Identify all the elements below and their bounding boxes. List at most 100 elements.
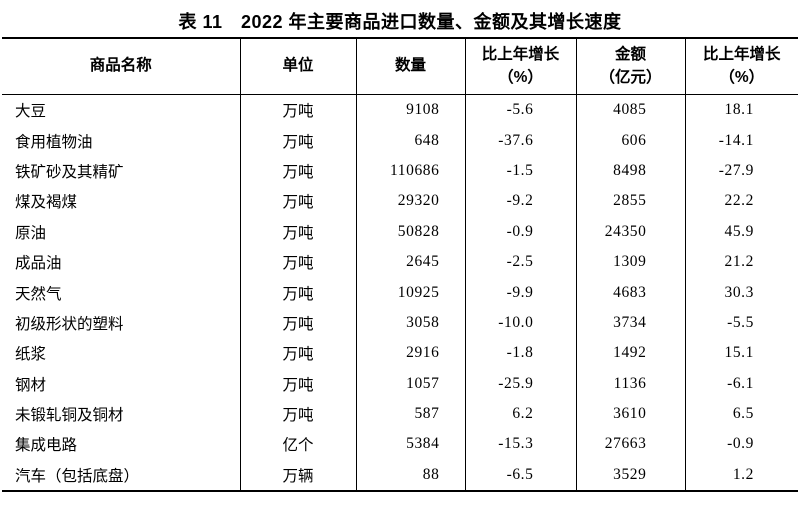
cell-quantity: 2916	[355, 338, 465, 369]
cell-commodity: 原油	[15, 224, 47, 242]
cell-commodity: 大豆	[15, 103, 47, 121]
header-label: 单位	[282, 57, 314, 75]
cell-quantity-growth: -0.9	[464, 216, 576, 247]
cell-value: 4683	[575, 277, 685, 308]
cell-quantity-growth: -5.6	[464, 94, 576, 126]
cell-value: 2855	[575, 186, 685, 217]
cell-value-growth: -0.9	[684, 429, 798, 460]
document-page: 表 11 2022 年主要商品进口数量、金额及其增长速度 商品名称 单位 数量 …	[2, 12, 798, 493]
cell-quantity-growth: -37.6	[464, 125, 576, 156]
table-row: 铁矿砂及其精矿 万吨 110686 -1.5 8498 -27.9	[2, 155, 798, 187]
cell-value-growth: 1.2	[684, 459, 798, 492]
column-header-value: 金额 （亿元）	[575, 38, 685, 95]
cell-value-growth: 21.2	[684, 246, 798, 278]
column-header-quantity-growth: 比上年增长 （%）	[464, 38, 576, 95]
cell-quantity: 29320	[355, 186, 465, 217]
cell-unit: 万吨	[239, 277, 356, 308]
cell-quantity-growth: -2.5	[464, 246, 576, 278]
table-row: 纸浆 万吨 2916 -1.8 1492 15.1	[2, 338, 798, 369]
cell-quantity: 1057	[355, 368, 465, 399]
cell-value: 1492	[575, 338, 685, 369]
cell-value: 24350	[575, 216, 685, 247]
header-label-line1: 金额	[614, 46, 646, 64]
cell-commodity: 煤及褐煤	[15, 194, 78, 212]
cell-quantity: 110686	[355, 155, 465, 187]
table-row: 初级形状的塑料 万吨 3058 -10.0 3734 -5.5	[2, 307, 798, 339]
cell-value: 8498	[575, 155, 685, 187]
cell-quantity: 2645	[355, 246, 465, 278]
cell-value-growth: -6.1	[684, 368, 798, 399]
cell-commodity: 成品油	[15, 255, 62, 273]
cell-quantity: 587	[355, 398, 465, 430]
cell-unit: 万吨	[239, 125, 356, 156]
cell-commodity: 汽车（包括底盘）	[15, 467, 140, 485]
table-row: 食用植物油 万吨 648 -37.6 606 -14.1	[2, 125, 798, 156]
header-label-line1: 比上年增长	[481, 46, 560, 64]
cell-quantity-growth: -1.5	[464, 155, 576, 187]
header-label: 商品名称	[89, 57, 152, 75]
header-label-line2: （亿元）	[599, 68, 662, 86]
column-header-quantity: 数量	[355, 38, 465, 95]
table-row: 大豆 万吨 9108 -5.6 4085 18.1	[2, 94, 798, 126]
cell-unit: 万辆	[239, 459, 356, 492]
cell-value-growth: 15.1	[684, 338, 798, 369]
cell-value: 606	[575, 125, 685, 156]
imports-table: 商品名称 单位 数量 比上年增长 （%） 金额 （亿元） 比上年增长 （%）	[2, 37, 798, 493]
cell-quantity-growth: -15.3	[464, 429, 576, 460]
cell-quantity: 50828	[355, 216, 465, 247]
cell-commodity: 未锻轧铜及铜材	[15, 407, 124, 425]
cell-quantity: 10925	[355, 277, 465, 308]
cell-quantity: 9108	[355, 94, 465, 126]
cell-commodity: 天然气	[15, 285, 62, 303]
header-row: 商品名称 单位 数量 比上年增长 （%） 金额 （亿元） 比上年增长 （%）	[2, 38, 798, 95]
cell-quantity-growth: -9.9	[464, 277, 576, 308]
cell-value-growth: -27.9	[684, 155, 798, 187]
table-title: 表 11 2022 年主要商品进口数量、金额及其增长速度	[178, 12, 622, 32]
cell-unit: 万吨	[239, 155, 356, 187]
cell-value-growth: 18.1	[684, 94, 798, 126]
cell-quantity: 648	[355, 125, 465, 156]
cell-value: 1309	[575, 246, 685, 278]
table-row: 煤及褐煤 万吨 29320 -9.2 2855 22.2	[2, 186, 798, 217]
cell-value-growth: 6.5	[684, 398, 798, 430]
header-label-line2: （%）	[719, 68, 765, 86]
cell-quantity-growth: 6.2	[464, 398, 576, 430]
cell-unit: 亿个	[239, 429, 356, 460]
table-body: 大豆 万吨 9108 -5.6 4085 18.1 食用植物油 万吨 648 -…	[2, 94, 798, 492]
cell-quantity-growth: -10.0	[464, 307, 576, 339]
column-header-commodity: 商品名称	[2, 38, 240, 95]
cell-quantity-growth: -25.9	[464, 368, 576, 399]
column-header-unit: 单位	[239, 38, 356, 95]
cell-unit: 万吨	[239, 94, 356, 126]
table-row: 成品油 万吨 2645 -2.5 1309 21.2	[2, 246, 798, 278]
cell-quantity: 5384	[355, 429, 465, 460]
cell-value: 4085	[575, 94, 685, 126]
cell-value-growth: 22.2	[684, 186, 798, 217]
cell-unit: 万吨	[239, 186, 356, 217]
cell-value: 1136	[575, 368, 685, 399]
table-row: 钢材 万吨 1057 -25.9 1136 -6.1	[2, 368, 798, 399]
cell-quantity-growth: -9.2	[464, 186, 576, 217]
cell-value-growth: 45.9	[684, 216, 798, 247]
table-row: 原油 万吨 50828 -0.9 24350 45.9	[2, 216, 798, 247]
cell-commodity: 集成电路	[15, 437, 78, 455]
cell-value-growth: 30.3	[684, 277, 798, 308]
cell-commodity: 初级形状的塑料	[15, 315, 124, 333]
cell-unit: 万吨	[239, 338, 356, 369]
cell-quantity-growth: -6.5	[464, 459, 576, 492]
header-label: 数量	[394, 57, 426, 75]
cell-unit: 万吨	[239, 398, 356, 430]
cell-unit: 万吨	[239, 246, 356, 278]
cell-unit: 万吨	[239, 368, 356, 399]
cell-unit: 万吨	[239, 307, 356, 339]
cell-commodity: 食用植物油	[15, 133, 93, 151]
cell-commodity: 纸浆	[15, 346, 47, 364]
cell-value: 27663	[575, 429, 685, 460]
table-row: 集成电路 亿个 5384 -15.3 27663 -0.9	[2, 429, 798, 460]
cell-commodity: 铁矿砂及其精矿	[15, 163, 124, 181]
cell-commodity: 钢材	[15, 376, 47, 394]
cell-quantity: 88	[355, 459, 465, 492]
cell-value: 3610	[575, 398, 685, 430]
cell-unit: 万吨	[239, 216, 356, 247]
table-header: 商品名称 单位 数量 比上年增长 （%） 金额 （亿元） 比上年增长 （%）	[2, 38, 798, 95]
